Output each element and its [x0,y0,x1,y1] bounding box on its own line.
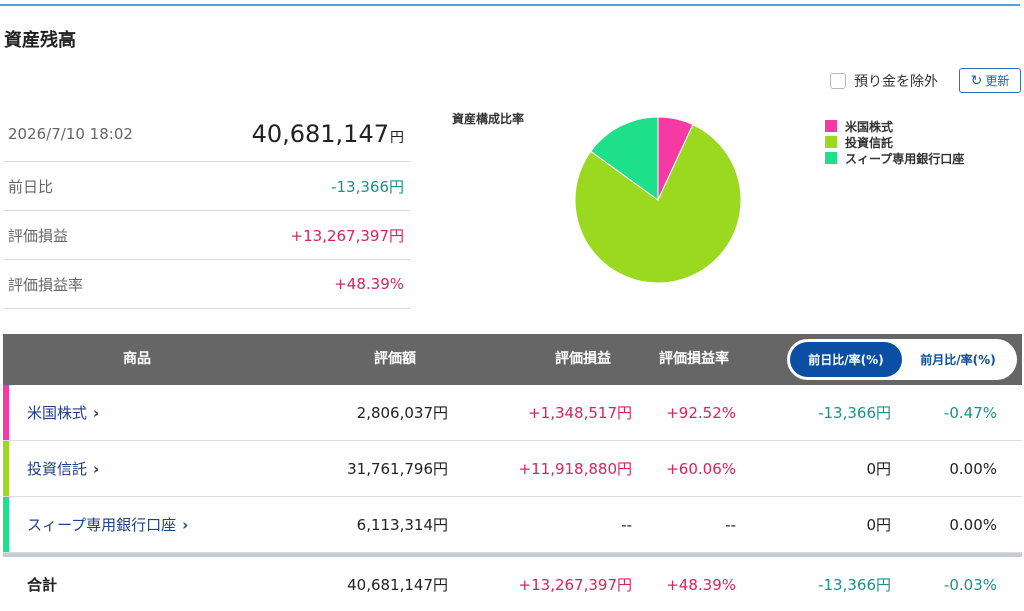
total-pl: +13,267,397円 [518,576,632,594]
header-pl: 評価損益 [555,351,611,367]
header-pl-rate: 評価損益率 [659,351,729,367]
cell-diff-rate: -0.47% [943,404,997,422]
chart-title: 資産構成比率 [452,112,525,126]
cell-pl: +11,918,880円 [518,460,632,478]
cell-pl: -- [621,516,632,534]
total-diff: -13,366円 [818,576,891,594]
row-color-bar [3,385,9,440]
cell-diff: 0円 [866,460,891,478]
summary-total-row: 2026/7/10 18:02 40,681,147円 [4,106,410,162]
legend-swatch [825,136,837,148]
summary-label: 評価損益 [8,226,69,245]
summary-total: 40,681,147円 [252,120,404,148]
summary-total-unit: 円 [390,129,404,146]
total-label: 合計 [27,576,58,594]
toggle-month-change[interactable]: 前月比/率(%) [902,342,1014,377]
row-color-bar [3,497,9,552]
cell-pl-rate: -- [725,516,736,534]
table-header: 商品 評価額 評価損益 評価損益率 前日比/率(%) 前月比/率(%) [3,334,1022,385]
refresh-icon: ↻ [970,72,983,89]
exclude-deposit-checkbox[interactable] [830,73,846,89]
summary-value: +48.39% [334,275,404,293]
holdings-table: 商品 評価額 評価損益 評価損益率 前日比/率(%) 前月比/率(%) 米国株式… [3,334,1022,611]
table-row: 投資信託 › 31,761,796円 +11,918,880円 +60.06% 0… [3,441,1022,497]
chevron-right-icon: › [93,404,100,422]
toggle-day-change[interactable]: 前日比/率(%) [790,342,902,377]
cell-diff: -13,366円 [818,404,891,422]
cell-diff-rate: 0.00% [949,516,997,534]
balance-summary: 2026/7/10 18:02 40,681,147円 前日比 -13,366円… [4,106,410,309]
legend-label: 投資信託 [845,135,894,150]
legend-item-us-stock: 米国株式 [825,118,964,134]
cell-pl: +1,348,517円 [528,404,632,422]
pie-slice-sweep [590,116,659,201]
cell-value: 6,113,314円 [356,516,448,534]
page-title: 資産残高 [4,30,76,51]
total-pl-rate: +48.39% [666,576,736,594]
top-rule [0,4,1020,6]
summary-value: +13,267,397円 [290,226,404,245]
table-row: スィープ専用銀行口座 › 6,113,314円 -- -- 0円 0.00% [3,497,1022,553]
cell-value: 31,761,796円 [347,460,448,478]
legend-label: スィープ専用銀行口座 [845,151,965,166]
summary-datetime: 2026/7/10 18:02 [8,124,133,143]
pie-slice-fund [574,124,742,284]
exclude-deposit-toggle[interactable]: 預り金を除外 [830,70,938,92]
table-row: 米国株式 › 2,806,037円 +1,348,517円 +92.52% -13… [3,385,1022,441]
chart-legend: 米国株式 投資信託 スィープ専用銀行口座 [825,118,964,166]
summary-label: 前日比 [8,177,54,196]
summary-total-value: 40,681,147 [251,119,389,148]
summary-row-pl-rate: 評価損益率 +48.39% [4,260,410,309]
refresh-button[interactable]: ↻ 更新 [959,68,1021,93]
table-total-row: 合計 40,681,147円 +13,267,397円 +48.39% -13,… [3,557,1022,611]
chevron-right-icon: › [182,516,189,534]
row-color-bar [3,441,9,496]
legend-label: 米国株式 [845,119,894,134]
product-link-sweep[interactable]: スィープ専用銀行口座 › [27,497,188,553]
legend-item-fund: 投資信託 [825,134,964,150]
product-name: 米国株式 [27,404,88,422]
legend-item-sweep: スィープ専用銀行口座 [825,150,964,166]
header-product: 商品 [123,351,151,367]
cell-diff: 0円 [866,516,891,534]
legend-swatch [825,120,837,132]
total-diff-rate: -0.03% [943,576,997,594]
cell-pl-rate: +60.06% [666,460,736,478]
header-value: 評価額 [374,351,416,367]
summary-label: 評価損益率 [8,275,84,294]
chevron-right-icon: › [93,460,100,478]
product-name: 投資信託 [27,460,88,478]
total-value: 40,681,147円 [347,576,448,594]
product-link-fund[interactable]: 投資信託 › [27,441,99,497]
exclude-deposit-label: 預り金を除外 [854,74,938,90]
allocation-pie-chart [574,116,742,284]
summary-value: -13,366円 [331,177,404,196]
cell-diff-rate: 0.00% [949,460,997,478]
product-name: スィープ専用銀行口座 [27,516,177,534]
summary-row-day-change: 前日比 -13,366円 [4,162,410,211]
legend-swatch [825,152,837,164]
refresh-label: 更新 [985,74,1010,88]
product-link-us-stock[interactable]: 米国株式 › [27,385,99,441]
period-toggle: 前日比/率(%) 前月比/率(%) [787,339,1017,380]
total-separator [3,553,1022,557]
cell-pl-rate: +92.52% [666,404,736,422]
summary-row-pl: 評価損益 +13,267,397円 [4,211,410,260]
cell-value: 2,806,037円 [356,404,448,422]
